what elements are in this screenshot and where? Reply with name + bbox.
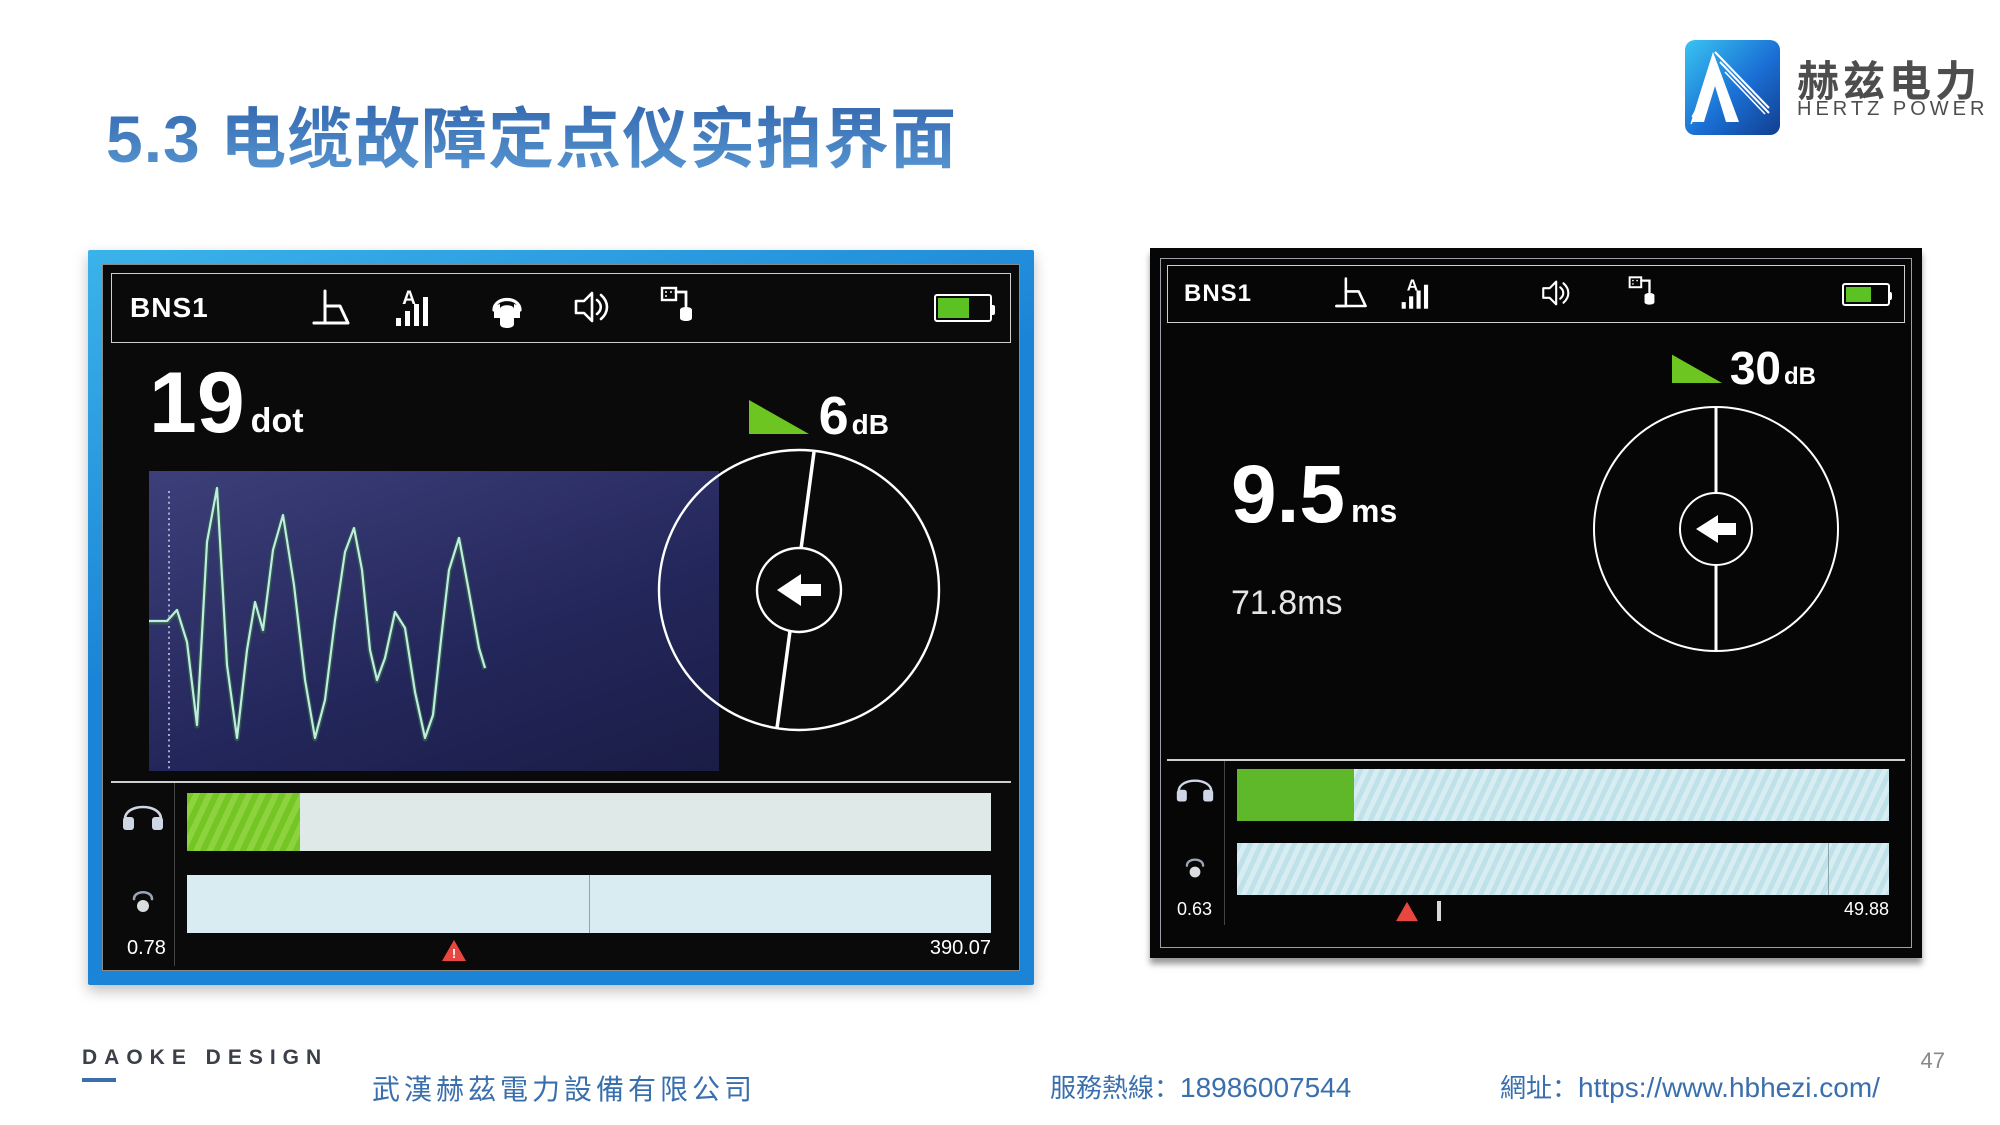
svg-text:A: A — [1407, 278, 1418, 295]
svg-text:!: ! — [452, 946, 456, 961]
